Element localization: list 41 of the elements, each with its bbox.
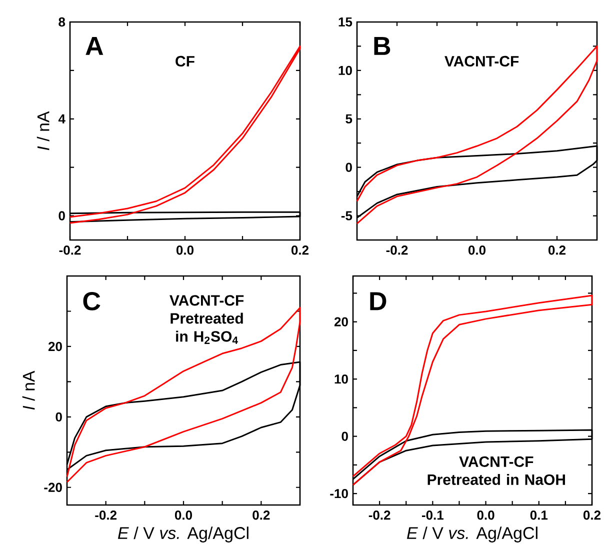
y-axis-title: I / nA: [36, 111, 50, 150]
annotation: A: [86, 37, 104, 55]
y-tick-label: -5: [341, 211, 352, 220]
x-tick-label: -0.2: [368, 510, 390, 520]
annotation: CF: [176, 56, 194, 67]
x-tick-label: 0.2: [583, 510, 601, 520]
x-tick-label: 0.0: [468, 246, 486, 255]
y-tick-label: 15: [338, 17, 352, 27]
annotation: VACNT-CF Pretreated in NaOH: [428, 456, 565, 485]
y-tick-label: 4: [58, 114, 66, 124]
annotation: VACNT-CF Pretreated in H$_{2}$SO$_{4}$: [170, 295, 244, 344]
y-tick-label: 20: [48, 342, 62, 352]
annotation: C: [83, 292, 100, 310]
x-tick-label: 0.0: [174, 510, 192, 520]
x-tick-label: 0.0: [477, 510, 494, 520]
y-tick-label: 5: [346, 114, 352, 124]
y-tick-label: -10: [330, 488, 348, 498]
annotation: VACNT-CF: [444, 56, 519, 67]
annotation: D: [370, 292, 386, 310]
y-tick-label: 8: [58, 17, 66, 27]
y-tick-label: 10: [334, 374, 348, 384]
x-tick-label: 0.2: [252, 510, 270, 520]
x-axis-title: E / V vs. Ag/AgCl: [406, 526, 538, 542]
x-axis-title: E / V vs. Ag/AgCl: [118, 526, 248, 542]
x-tick-label: 0.1: [530, 510, 548, 520]
y-tick-label: 20: [334, 317, 348, 326]
y-tick-label: 0: [342, 432, 348, 441]
x-tick-label: 0.2: [548, 246, 566, 255]
y-tick-label: 0: [346, 162, 352, 172]
y-axis-title: I / nA: [22, 370, 35, 410]
x-tick-label: -0.2: [59, 246, 81, 255]
x-tick-label: -0.2: [386, 246, 408, 255]
y-tick-label: 0: [58, 211, 65, 220]
x-tick-label: -0.2: [95, 510, 117, 520]
x-tick-label: -0.1: [422, 510, 444, 520]
x-tick-label: 0.0: [176, 246, 194, 255]
y-tick-label: -20: [44, 482, 62, 492]
x-tick-label: 0.2: [291, 246, 309, 255]
y-tick-label: 0: [56, 412, 62, 422]
y-tick-label: 10: [338, 66, 352, 76]
annotation: B: [374, 37, 390, 55]
